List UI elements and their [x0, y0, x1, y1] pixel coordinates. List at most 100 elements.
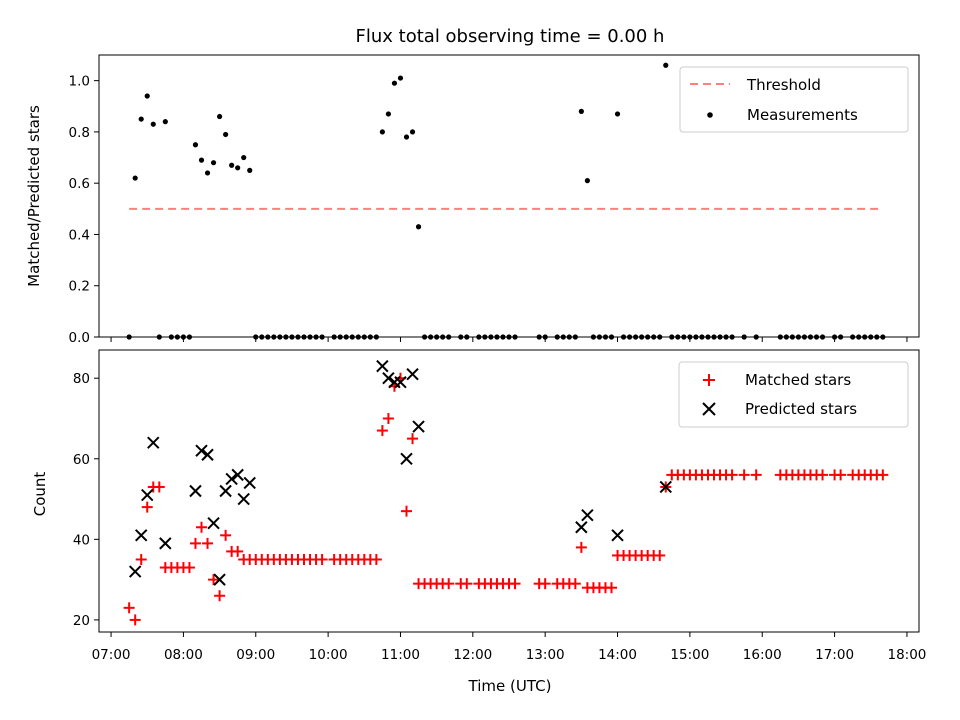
- measurement-point: [409, 129, 416, 135]
- matched-point: [726, 469, 738, 481]
- legend-predicted-label: Predicted stars: [745, 400, 857, 418]
- matched-point: [183, 562, 195, 574]
- measurement-point: [663, 62, 669, 68]
- measurement-point: [415, 224, 422, 230]
- predicted-point: [141, 488, 154, 502]
- measurement-point: [138, 116, 144, 122]
- predicted-point: [225, 472, 238, 486]
- matched-point: [750, 469, 762, 481]
- predicted-point: [611, 529, 624, 542]
- measurement-point: [223, 131, 229, 138]
- predicted-point: [147, 436, 160, 449]
- bottom-panel-frame: [98, 349, 920, 633]
- x-tick-label: 12:00: [453, 647, 492, 663]
- top-y-tick-label: 0.6: [69, 176, 90, 192]
- measurement-point: [204, 170, 211, 176]
- predicted-point: [382, 371, 395, 385]
- predicted-point: [659, 480, 672, 494]
- x-axis-label: Time (UTC): [468, 677, 552, 695]
- x-tick-label: 16:00: [743, 647, 782, 663]
- measurement-point: [397, 75, 404, 81]
- measurement-point: [578, 108, 584, 114]
- predicted-point: [189, 484, 202, 498]
- bottom-y-tick-label: 60: [73, 452, 90, 468]
- matched-point: [196, 521, 207, 533]
- top-panel-frame: [98, 54, 920, 338]
- matched-point: [316, 553, 328, 565]
- matched-point: [443, 578, 455, 590]
- matched-point: [232, 545, 244, 557]
- predicted-point: [201, 448, 214, 461]
- top-y-tick-label: 1.0: [69, 74, 90, 90]
- bottom-panel: 07:00 08:00 09:00 10:00 11:00 12:00 13:00 14:00…: [31, 349, 926, 695]
- top-y-axis-label: Matched/Predicted stars: [25, 105, 43, 287]
- measurement-point: [198, 157, 205, 163]
- matched-point: [376, 425, 388, 437]
- predicted-point: [207, 517, 220, 530]
- measurement-point: [379, 129, 385, 135]
- top-y-tick-label: 0.4: [69, 227, 90, 243]
- predicted-point: [159, 537, 172, 550]
- x-tick-label: 15:00: [670, 647, 709, 663]
- matched-point: [539, 578, 551, 590]
- matched-point: [189, 537, 201, 549]
- matched-point: [575, 541, 587, 553]
- measurement-point: [162, 119, 168, 125]
- predicted-point: [219, 484, 232, 498]
- measurement-point: [144, 93, 150, 99]
- legend-predicted-swatch: [702, 402, 716, 416]
- measurement-point: [403, 134, 410, 140]
- measurement-point: [216, 113, 223, 120]
- matched-point: [606, 582, 617, 594]
- bottom-y-axis-label: Count: [31, 472, 49, 517]
- bottom-legend: Matched stars Predicted stars: [678, 361, 909, 428]
- measurement-point: [210, 160, 217, 166]
- legend-measurements-label: Measurements: [747, 106, 858, 124]
- matched-point: [461, 578, 473, 590]
- matched-point: [153, 481, 165, 493]
- bottom-y-tick-label: 80: [73, 371, 90, 387]
- matched-point: [202, 537, 214, 549]
- measurement-point: [247, 167, 253, 173]
- measurement-point: [229, 162, 235, 168]
- legend-matched-swatch: [703, 374, 715, 386]
- matched-point: [129, 614, 141, 626]
- x-tick-label: 08:00: [164, 647, 203, 663]
- matched-point: [877, 469, 889, 481]
- matched-point: [569, 578, 581, 590]
- matched-point: [141, 501, 153, 513]
- legend-threshold-label: Threshold: [746, 76, 821, 94]
- top-y-tick-label: 0.2: [69, 279, 90, 295]
- predicted-point: [575, 521, 588, 534]
- matched-point: [654, 549, 666, 561]
- x-tick-label: 09:00: [236, 647, 275, 663]
- top-y-tick-label: 0.8: [69, 125, 90, 141]
- x-tick-label: 18:00: [887, 647, 926, 663]
- predicted-point: [243, 476, 256, 490]
- bottom-y-tick-label: 20: [73, 613, 90, 629]
- measurement-point: [584, 178, 590, 184]
- bottom-y-tick-label: 40: [73, 532, 90, 548]
- x-tick-label: 13:00: [526, 647, 565, 663]
- measurement-point: [150, 121, 156, 127]
- matched-point: [407, 433, 419, 445]
- predicted-point: [376, 359, 389, 373]
- matched-point: [220, 529, 232, 541]
- matched-point: [817, 469, 829, 481]
- chart-title: Flux total observing time = 0.00 h: [356, 26, 665, 47]
- predicted-point: [128, 565, 142, 578]
- matched-point: [401, 505, 412, 517]
- top-legend-box: [679, 66, 909, 133]
- matched-point: [208, 574, 220, 586]
- matched-point: [214, 590, 226, 602]
- top-legend: Threshold Measurements: [679, 66, 909, 133]
- measurement-point: [192, 142, 199, 148]
- measurement-point: [614, 111, 621, 117]
- predicted-point: [394, 376, 407, 389]
- predicted-point: [134, 529, 148, 542]
- matched-point: [370, 553, 382, 565]
- predicted-point: [237, 492, 250, 506]
- x-tick-label: 07:00: [92, 647, 131, 663]
- x-tick-label: 17:00: [815, 647, 854, 663]
